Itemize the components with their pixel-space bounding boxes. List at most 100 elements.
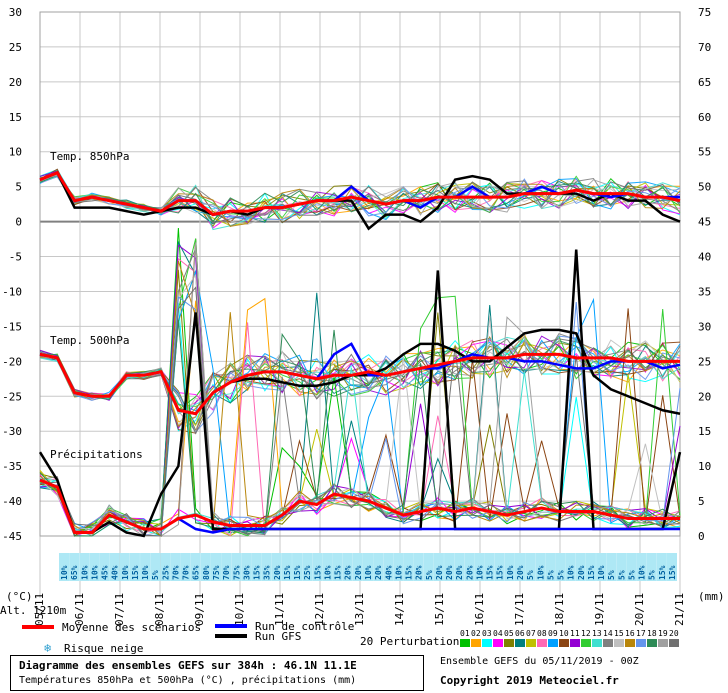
pert-swatch — [460, 639, 470, 647]
rain-percent-label: 15% — [496, 565, 505, 580]
snow-risk-cell — [292, 553, 303, 581]
rain-percent-label: 5% — [648, 570, 657, 580]
pert-swatch — [482, 639, 492, 647]
pert-number: 17 — [636, 629, 646, 638]
y-tick-left: 15 — [9, 111, 22, 124]
snow-risk-cell — [383, 553, 394, 581]
snow-risk-cell — [160, 553, 171, 581]
pert-swatch — [581, 639, 591, 647]
snow-risk-cell — [585, 553, 596, 581]
pert-number: 09 — [548, 629, 558, 638]
y-tick-right: 45 — [698, 216, 711, 229]
rain-percent-label: 30% — [242, 565, 251, 580]
snow-risk-cell — [332, 553, 343, 581]
y-tick-left: -20 — [2, 355, 22, 368]
y-tick-left: 10 — [9, 146, 22, 159]
rain-percent-label: 10% — [364, 565, 373, 580]
x-tick-label: 18/11 — [553, 593, 566, 626]
snow-risk-cell — [150, 553, 161, 581]
rain-percent-label: 70% — [171, 565, 180, 580]
pert-number: 11 — [570, 629, 580, 638]
snow-risk-cell — [241, 553, 252, 581]
rain-percent-label: 70% — [222, 565, 231, 580]
rain-percent-label: 20% — [273, 565, 282, 580]
rain-percent-label: 20% — [445, 565, 454, 580]
snow-risk-cell — [606, 553, 617, 581]
footer-title-box: Diagramme des ensembles GEFS sur 384h : … — [10, 655, 424, 691]
rain-percent-label: 15% — [283, 565, 292, 580]
rain-percent-label: 5% — [627, 570, 636, 580]
legend: Moyenne des scénarios Run de contrôleRun … — [22, 620, 679, 655]
x-tick-label: 12/11 — [313, 593, 326, 626]
pert-swatch — [614, 639, 624, 647]
snow-risk-cell — [535, 553, 546, 581]
pert-number: 12 — [581, 629, 591, 638]
rain-percent-label: 20% — [435, 565, 444, 580]
snow-risk-cell — [109, 553, 120, 581]
rain-percent-label: 5% — [617, 570, 626, 580]
x-axis-date-labels: 05/11 06/11 07/11 08/11 09/11 10/11 11/11 12/11… — [33, 593, 686, 626]
rain-percent-label: 10% — [90, 565, 99, 580]
rain-percent-label: 10% — [506, 565, 515, 580]
pert-swatch — [493, 639, 503, 647]
rain-percent-label: 5% — [425, 570, 434, 580]
snow-risk-cell — [99, 553, 110, 581]
plot-frame — [39, 11, 681, 537]
rain-percent-label: 20% — [577, 565, 586, 580]
y-tick-left: 0 — [15, 216, 22, 229]
pert-swatch — [592, 639, 602, 647]
snow-risk-cell — [646, 553, 657, 581]
y-tick-right: 35 — [698, 285, 711, 298]
snow-risk-cell — [667, 553, 677, 581]
snow-risk-cell — [484, 553, 495, 581]
rain-percent-label: 15% — [131, 565, 140, 580]
rain-percent-label: 20% — [455, 565, 464, 580]
snow-risk-cell — [444, 553, 455, 581]
rain-percent-label: 10% — [597, 565, 606, 580]
rain-percent-label: 15% — [293, 565, 302, 580]
rain-percent-label: 20% — [374, 565, 383, 580]
snow-risk-cell — [231, 553, 242, 581]
y-tick-left: -30 — [2, 425, 22, 438]
snow-risk-cell — [555, 553, 566, 581]
copyright: Copyright 2019 Meteociel.fr — [440, 674, 619, 687]
pert-number: 07 — [526, 629, 536, 638]
unit-left: (°C) — [6, 590, 33, 603]
snow-risk-cell — [322, 553, 333, 581]
rain-percent-label: 10% — [638, 565, 647, 580]
pert-swatch — [647, 639, 657, 647]
series-line-precip — [39, 478, 680, 535]
rain-percent-label: 5% — [151, 570, 160, 580]
snow-risk-cell — [190, 553, 201, 581]
y-tick-right: 75 — [698, 6, 711, 19]
pert-number: 06 — [515, 629, 525, 638]
rain-percent-label: 5% — [546, 570, 555, 580]
pert-number: 13 — [592, 629, 602, 638]
y-tick-left: 25 — [9, 41, 22, 54]
y-tick-right: 55 — [698, 146, 711, 159]
x-tick-label: 11/11 — [273, 593, 286, 626]
y-tick-left: 5 — [15, 181, 22, 194]
x-tick-label: 08/11 — [153, 593, 166, 626]
pert-number: 01 — [460, 629, 470, 638]
snow-risk-cell — [281, 553, 292, 581]
snow-risk-cell — [221, 553, 232, 581]
rain-percent-label: 45% — [101, 565, 110, 580]
unit-right: (mm) — [698, 590, 725, 603]
y-tick-right: 50 — [698, 181, 711, 194]
snow-risk-cell — [575, 553, 586, 581]
legend-label-perturbations: 20 Perturbations — [360, 635, 466, 648]
pert-number: 02 — [471, 629, 481, 638]
pert-swatch — [548, 639, 558, 647]
x-tick-label: 09/11 — [193, 593, 206, 626]
snow-risk-cell — [504, 553, 515, 581]
pert-swatch — [504, 639, 514, 647]
pert-swatch — [570, 639, 580, 647]
snow-risk-cell — [170, 553, 181, 581]
rain-percent-label: 15% — [334, 565, 343, 580]
pert-swatch — [559, 639, 569, 647]
rain-percent-label: 15% — [313, 565, 322, 580]
y-tick-left: -35 — [2, 460, 22, 473]
snow-risk-cell — [140, 553, 151, 581]
